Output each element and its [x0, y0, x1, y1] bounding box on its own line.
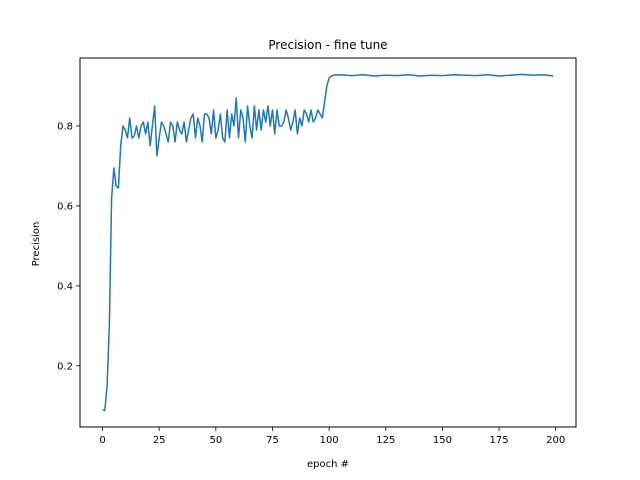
x-tick-label: 125 — [376, 435, 395, 446]
plot-area — [102, 73, 554, 412]
axes-frame — [79, 57, 577, 428]
x-tick-label: 150 — [433, 435, 452, 446]
x-tick-label: 50 — [209, 435, 222, 446]
x-axis-ticks: 0 25 50 75 100 125 150 175 200 — [99, 427, 565, 446]
series-line-0 — [102, 73, 554, 412]
x-tick-label: 75 — [266, 435, 279, 446]
x-tick-label: 200 — [546, 435, 565, 446]
x-tick-label: 25 — [153, 435, 166, 446]
chart-title: Precision - fine tune — [268, 38, 387, 52]
x-tick-label: 0 — [99, 435, 105, 446]
y-tick-label: 0.2 — [57, 361, 73, 372]
x-axis-label: epoch # — [307, 459, 349, 470]
y-tick-label: 0.4 — [57, 281, 73, 292]
x-tick-label: 100 — [320, 435, 339, 446]
y-tick-label: 0.8 — [57, 121, 73, 132]
y-axis-ticks: 0.2 0.4 0.6 0.8 — [57, 121, 80, 372]
y-tick-label: 0.6 — [57, 201, 73, 212]
y-axis-label: Precision — [31, 222, 42, 267]
x-tick-label: 175 — [490, 435, 509, 446]
